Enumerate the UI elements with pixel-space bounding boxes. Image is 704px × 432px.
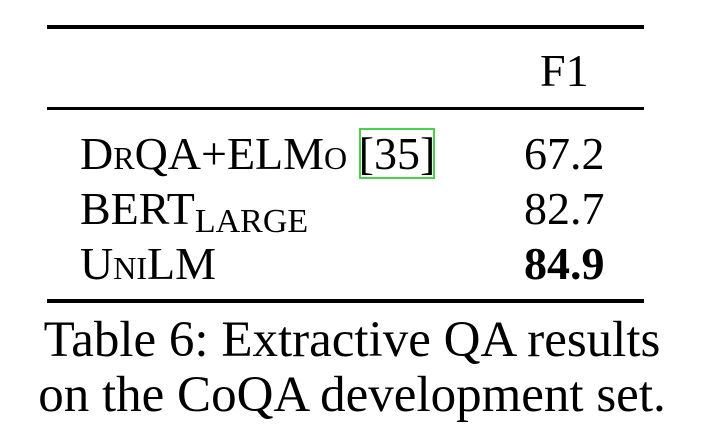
mid-rule (47, 107, 644, 110)
caption-line: on the CoQA development set. (38, 367, 666, 423)
score: 82.7 (524, 183, 605, 234)
bottom-rule (47, 299, 644, 303)
caption-line: Table 6: Extractive QA results (43, 312, 661, 368)
row-label: BERTLARGE (80, 183, 308, 239)
method-name: DrQA+ELMo (80, 128, 348, 179)
row-label: DrQA+ELMo [35] (80, 128, 436, 179)
method-name: BERT (80, 183, 195, 234)
header-cell: F1 (540, 45, 589, 96)
score: 84.9 (524, 238, 605, 289)
citation[interactable]: [35] (358, 128, 436, 179)
score: 67.2 (524, 128, 605, 179)
top-rule (47, 25, 644, 29)
subscript: LARGE (194, 203, 309, 240)
method-name: UniLM (80, 238, 216, 289)
